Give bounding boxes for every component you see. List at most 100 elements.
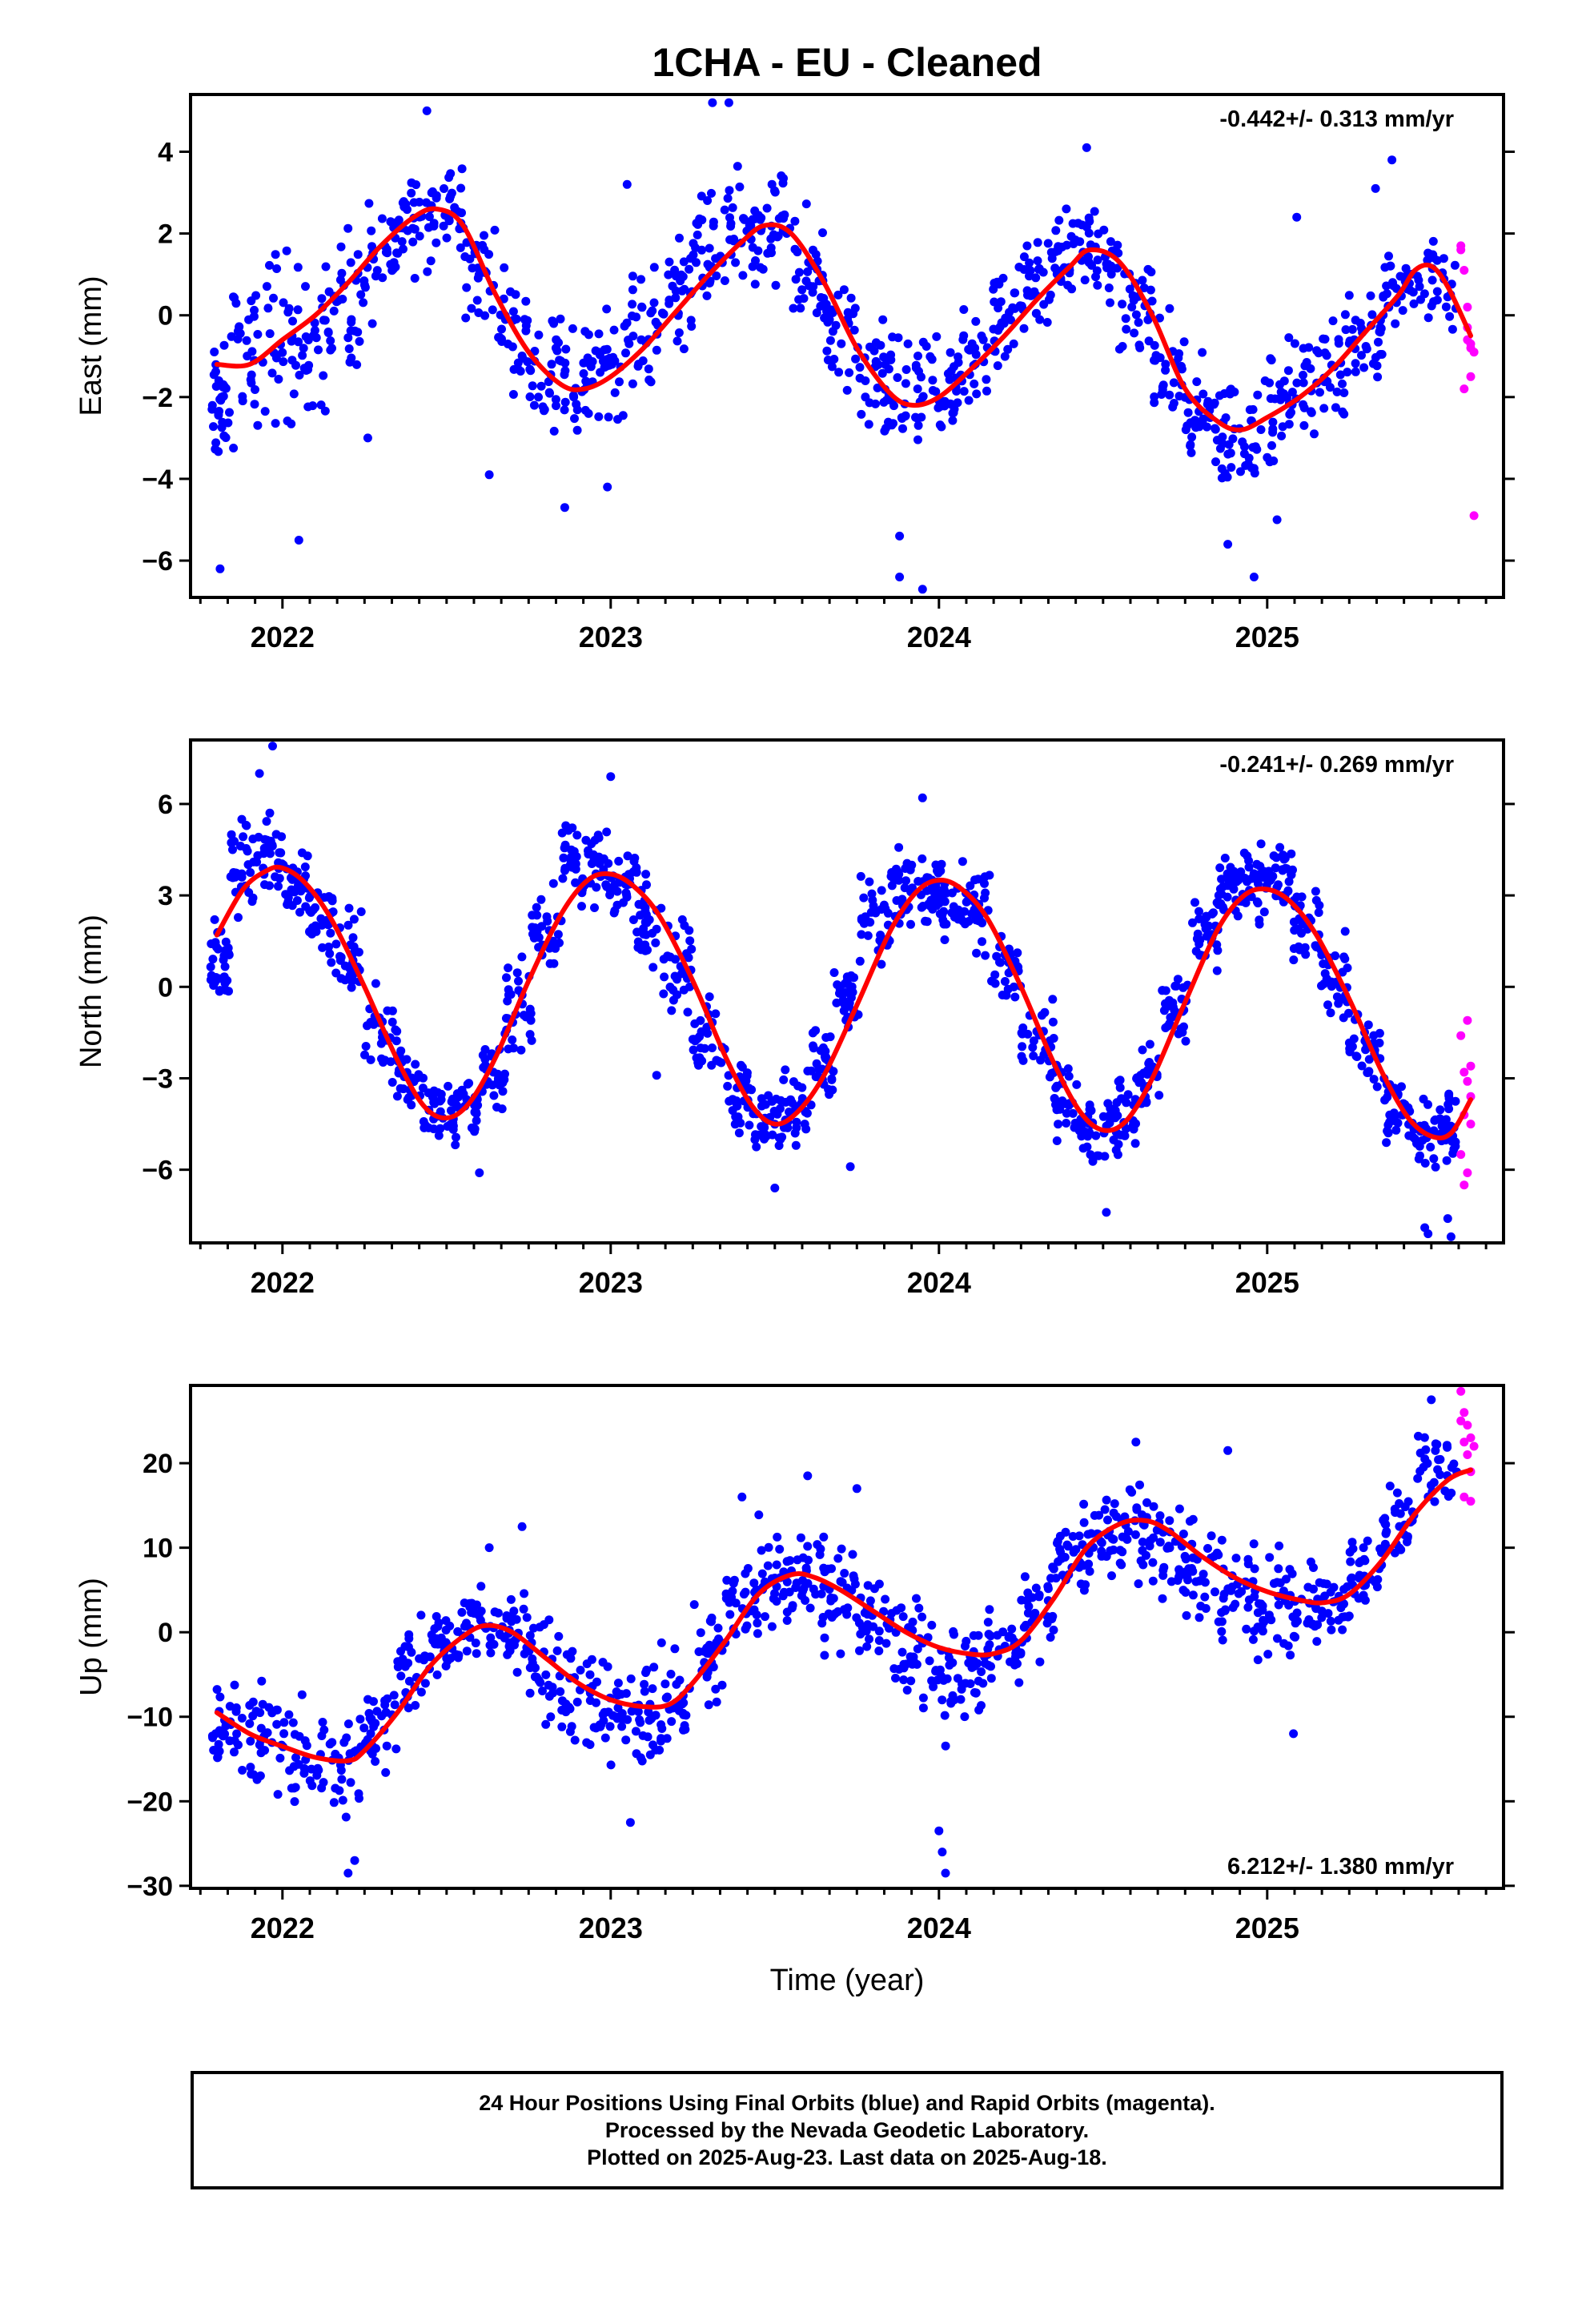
- east-final-point: [534, 330, 544, 340]
- east-final-point: [845, 368, 854, 377]
- east-final-point: [624, 336, 632, 345]
- up-final-point: [295, 1731, 304, 1741]
- east-final-point: [898, 424, 907, 433]
- up-final-point: [729, 1575, 739, 1585]
- north-final-point: [331, 968, 341, 978]
- up-final-point: [637, 1756, 647, 1766]
- up-rapid-point: [1469, 1441, 1479, 1451]
- up-final-point: [623, 1715, 632, 1724]
- north-rate-label: -0.241+/- 0.269 mm/yr: [1219, 752, 1454, 778]
- east-final-point: [407, 188, 416, 198]
- east-final-point: [1198, 348, 1207, 357]
- up-final-point: [1062, 1540, 1072, 1550]
- east-final-point: [525, 392, 535, 401]
- up-final-point: [1413, 1474, 1423, 1483]
- up-final-point: [291, 1753, 300, 1763]
- up-final-point: [476, 1582, 486, 1591]
- east-rapid-point: [1463, 303, 1472, 312]
- north-final-point: [1292, 892, 1302, 902]
- up-final-point: [865, 1634, 873, 1644]
- up-final-point: [908, 1659, 917, 1669]
- east-final-point: [1000, 352, 1010, 361]
- north-final-point: [590, 903, 599, 912]
- north-final-point: [868, 895, 877, 905]
- east-final-point: [540, 406, 548, 416]
- north-final-point: [1049, 1034, 1058, 1043]
- east-final-point: [1283, 366, 1293, 376]
- up-final-point: [319, 1778, 328, 1787]
- east-final-point: [1398, 306, 1407, 316]
- up-final-point: [889, 1664, 899, 1674]
- north-final-point: [1091, 1131, 1101, 1140]
- up-final-point: [1081, 1580, 1090, 1590]
- north-rapid-point: [1460, 1180, 1469, 1190]
- east-final-point: [1169, 378, 1178, 388]
- up-final-point: [1155, 1538, 1165, 1547]
- up-final-point: [1007, 1624, 1017, 1634]
- north-final-point: [1107, 1104, 1117, 1114]
- up-final-point: [823, 1564, 833, 1574]
- up-final-point: [694, 1647, 704, 1656]
- north-final-point: [1052, 1136, 1062, 1145]
- north-final-point: [1159, 1006, 1169, 1015]
- up-x-tick-label: 2024: [907, 1912, 971, 1944]
- up-final-point: [1030, 1608, 1040, 1618]
- up-final-point: [1181, 1587, 1191, 1597]
- east-final-point: [901, 379, 910, 388]
- north-final-point: [998, 991, 1007, 999]
- north-final-point: [652, 924, 661, 934]
- east-final-point: [440, 184, 448, 193]
- north-final-point: [685, 936, 695, 946]
- up-final-point: [519, 1604, 528, 1614]
- east-final-point: [382, 244, 391, 254]
- up-final-point: [248, 1711, 258, 1721]
- up-final-point: [1249, 1539, 1259, 1549]
- north-final-point: [659, 989, 669, 999]
- north-final-point: [940, 935, 950, 944]
- north-final-point: [271, 872, 280, 882]
- up-final-point: [1275, 1541, 1284, 1550]
- east-final-point: [215, 407, 224, 416]
- up-final-point: [432, 1670, 442, 1679]
- up-final-point: [824, 1609, 833, 1618]
- up-final-point: [255, 1708, 265, 1718]
- north-final-point: [363, 1021, 371, 1031]
- east-final-point: [1131, 310, 1141, 320]
- north-final-point: [990, 979, 1000, 988]
- east-final-point: [680, 284, 689, 294]
- up-plot-frame: [189, 1384, 1505, 1890]
- east-final-point: [671, 293, 681, 303]
- north-final-point: [392, 1027, 402, 1036]
- up-final-point: [307, 1764, 316, 1774]
- up-final-point: [1068, 1532, 1078, 1541]
- up-final-point: [1132, 1505, 1142, 1514]
- east-final-point: [534, 392, 543, 402]
- east-fit-line: [214, 206, 1473, 432]
- north-final-point: [517, 952, 527, 962]
- east-final-point: [247, 347, 257, 356]
- up-final-point: [1231, 1554, 1241, 1563]
- north-final-point: [871, 906, 881, 915]
- up-final-point: [544, 1680, 553, 1690]
- up-rapid-point: [1456, 1386, 1466, 1396]
- north-final-point: [1414, 1154, 1423, 1164]
- east-final-point: [355, 336, 364, 346]
- north-final-point: [228, 845, 237, 854]
- up-final-point: [681, 1725, 690, 1734]
- up-final-point: [663, 1692, 672, 1702]
- east-final-point: [231, 299, 241, 308]
- east-final-point: [1362, 344, 1371, 354]
- east-final-point: [1312, 346, 1322, 356]
- north-final-point: [807, 1066, 816, 1076]
- north-final-outlier: [475, 1168, 484, 1177]
- east-final-point: [703, 196, 713, 205]
- north-final-point: [660, 972, 669, 982]
- east-final-point: [849, 325, 859, 335]
- north-final-point: [1105, 1118, 1114, 1128]
- info-line-orbits: 24 Hour Positions Using Final Orbits (bl…: [479, 2091, 1215, 2115]
- east-final-point: [1118, 300, 1127, 309]
- up-final-point: [1107, 1571, 1116, 1581]
- north-final-point: [536, 895, 546, 904]
- east-final-point: [1401, 263, 1411, 273]
